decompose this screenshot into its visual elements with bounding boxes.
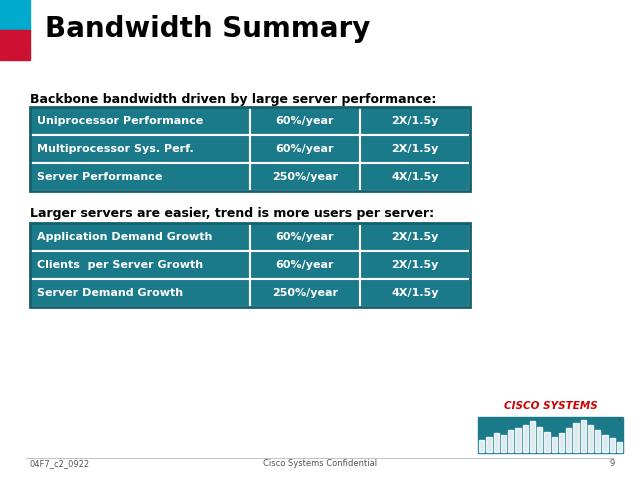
Bar bbox=[544, 432, 550, 452]
Text: 60%/year: 60%/year bbox=[276, 116, 334, 126]
Text: Larger servers are easier, trend is more users per server:: Larger servers are easier, trend is more… bbox=[30, 207, 434, 220]
Bar bbox=[30, 107, 250, 135]
Text: 2X/1.5y: 2X/1.5y bbox=[391, 232, 438, 242]
Bar bbox=[250, 163, 360, 191]
Text: 2X/1.5y: 2X/1.5y bbox=[391, 260, 438, 270]
Text: Server Performance: Server Performance bbox=[37, 172, 163, 182]
Text: 04F7_c2_0922: 04F7_c2_0922 bbox=[30, 459, 90, 468]
Bar bbox=[360, 251, 470, 279]
Bar bbox=[250, 279, 360, 307]
Bar bbox=[0, 30, 30, 60]
Bar bbox=[30, 279, 250, 307]
Text: 60%/year: 60%/year bbox=[276, 260, 334, 270]
Bar bbox=[515, 428, 520, 452]
Text: 9: 9 bbox=[610, 459, 615, 468]
Bar bbox=[580, 420, 586, 452]
Text: r: r bbox=[619, 417, 621, 422]
Bar bbox=[602, 435, 607, 452]
Text: 60%/year: 60%/year bbox=[276, 232, 334, 242]
Text: Multiprocessor Sys. Perf.: Multiprocessor Sys. Perf. bbox=[37, 144, 194, 154]
Bar bbox=[30, 223, 250, 251]
Text: Bandwidth Summary: Bandwidth Summary bbox=[45, 15, 371, 43]
Text: 4X/1.5y: 4X/1.5y bbox=[391, 172, 439, 182]
Bar bbox=[360, 163, 470, 191]
Text: CISCO SYSTEMS: CISCO SYSTEMS bbox=[504, 401, 597, 411]
Text: 60%/year: 60%/year bbox=[276, 144, 334, 154]
Text: 2X/1.5y: 2X/1.5y bbox=[391, 144, 438, 154]
Bar bbox=[566, 428, 572, 452]
Text: Cisco Systems Confidential: Cisco Systems Confidential bbox=[263, 459, 377, 468]
Bar bbox=[559, 433, 564, 452]
Bar bbox=[479, 440, 484, 452]
Bar bbox=[486, 437, 492, 452]
Bar bbox=[552, 437, 557, 452]
Text: 250%/year: 250%/year bbox=[272, 172, 338, 182]
Bar bbox=[250, 135, 360, 163]
Bar bbox=[500, 435, 506, 452]
Bar bbox=[30, 107, 470, 191]
Bar bbox=[588, 425, 593, 452]
Bar bbox=[508, 430, 513, 452]
Bar bbox=[478, 417, 623, 453]
Bar bbox=[530, 421, 535, 452]
Text: 2X/1.5y: 2X/1.5y bbox=[391, 116, 438, 126]
Bar bbox=[360, 223, 470, 251]
Text: Clients  per Server Growth: Clients per Server Growth bbox=[37, 260, 203, 270]
Text: Uniprocessor Performance: Uniprocessor Performance bbox=[37, 116, 204, 126]
Bar bbox=[30, 223, 470, 307]
Bar bbox=[360, 135, 470, 163]
Bar bbox=[360, 107, 470, 135]
Bar bbox=[595, 430, 600, 452]
Bar bbox=[30, 135, 250, 163]
Bar bbox=[250, 251, 360, 279]
Bar bbox=[573, 423, 579, 452]
Text: Application Demand Growth: Application Demand Growth bbox=[37, 232, 212, 242]
Bar bbox=[250, 223, 360, 251]
Bar bbox=[617, 442, 622, 452]
Bar bbox=[360, 279, 470, 307]
Text: 4X/1.5y: 4X/1.5y bbox=[391, 288, 439, 298]
Bar bbox=[30, 163, 250, 191]
Bar bbox=[493, 433, 499, 452]
Text: 250%/year: 250%/year bbox=[272, 288, 338, 298]
Bar bbox=[522, 425, 528, 452]
Bar bbox=[250, 107, 360, 135]
Text: Server Demand Growth: Server Demand Growth bbox=[37, 288, 183, 298]
Bar bbox=[0, 0, 30, 30]
Bar bbox=[609, 438, 615, 452]
Bar bbox=[537, 427, 542, 452]
Bar bbox=[30, 251, 250, 279]
Text: Backbone bandwidth driven by large server performance:: Backbone bandwidth driven by large serve… bbox=[30, 93, 436, 106]
